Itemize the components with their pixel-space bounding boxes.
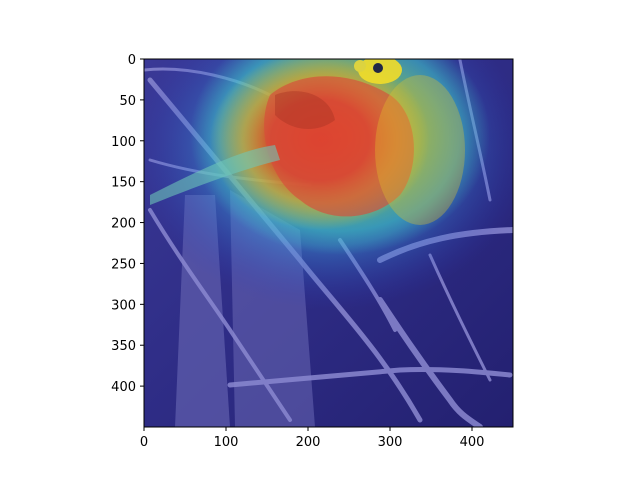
x-tick-label: 300 [378,435,403,450]
x-tick-label: 0 [140,435,148,450]
x-tick-label: 100 [214,435,239,450]
x-axis: 0 100 200 300 400 [140,427,485,450]
x-tick-label: 400 [460,435,485,450]
bird-tail [150,145,280,205]
y-tick-label: 300 [111,298,136,313]
heatmap-image [144,59,513,427]
bird-wing [275,91,335,130]
y-axis: 0 50 100 150 200 250 300 350 400 [111,53,144,395]
bird-beak [354,60,366,72]
y-tick-label: 150 [111,176,136,191]
heat-yellow-band [375,75,465,225]
bird-eye [373,63,383,73]
y-tick-label: 250 [111,257,136,272]
y-tick-label: 200 [111,217,136,232]
y-tick-label: 350 [111,339,136,354]
axes-frame [143,58,514,428]
y-tick-label: 400 [111,380,136,395]
y-tick-label: 0 [128,53,136,68]
x-tick-label: 200 [296,435,321,450]
bird [150,59,414,217]
y-tick-label: 50 [119,94,136,109]
y-tick-label: 100 [111,135,136,150]
